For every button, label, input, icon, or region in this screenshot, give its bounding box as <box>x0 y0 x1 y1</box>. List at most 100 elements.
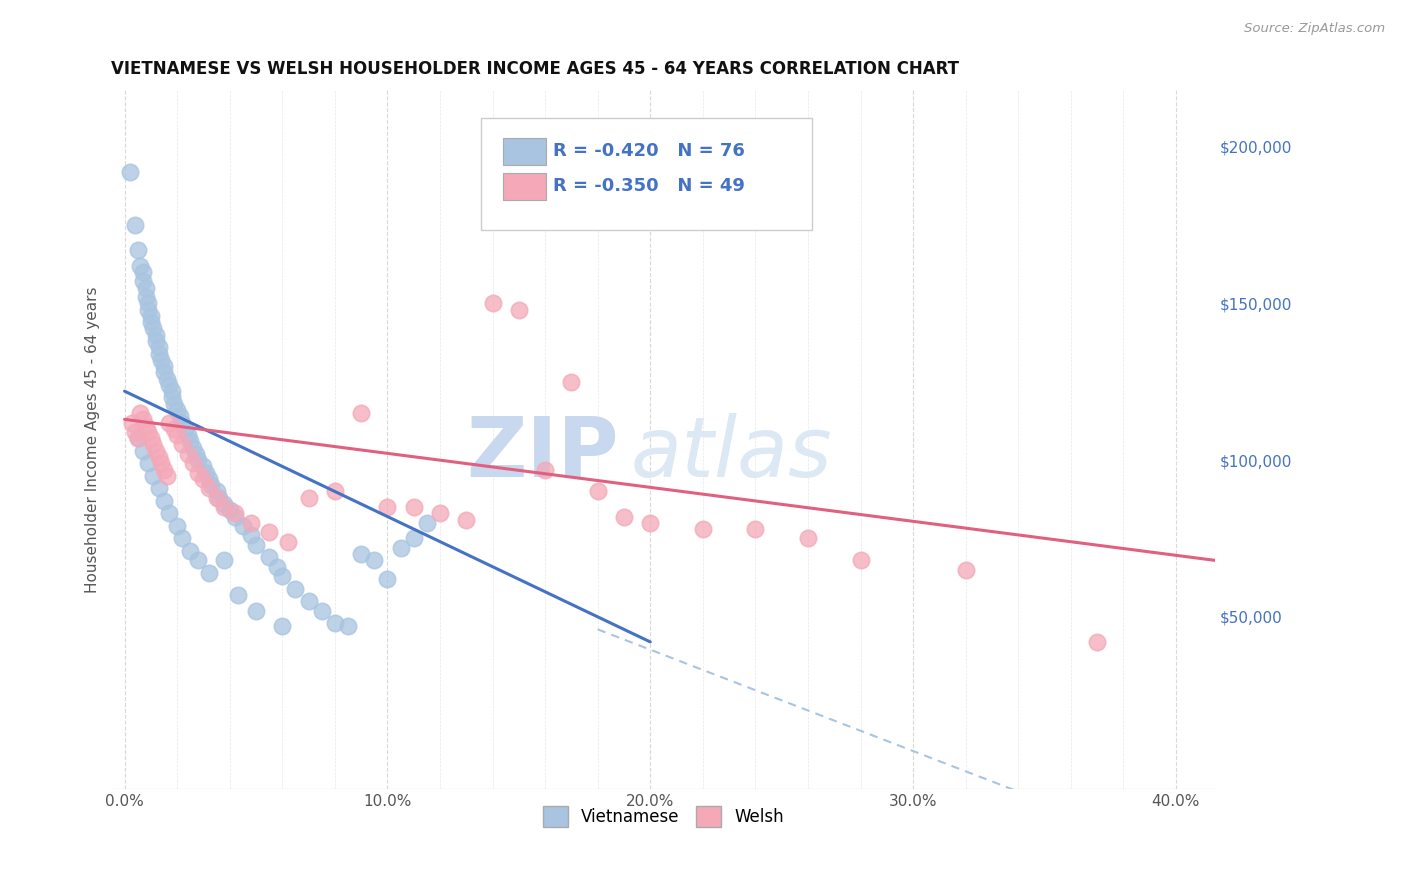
Point <box>139 315 162 329</box>
Point <box>124 425 146 439</box>
Point <box>139 309 162 323</box>
Legend: Vietnamese, Welsh: Vietnamese, Welsh <box>536 799 790 833</box>
Point <box>160 384 183 399</box>
Point <box>266 559 288 574</box>
Point <box>153 494 176 508</box>
Point <box>142 468 165 483</box>
Point <box>214 497 236 511</box>
Point <box>181 441 204 455</box>
Point <box>157 507 180 521</box>
Point <box>224 507 246 521</box>
Point <box>402 500 425 515</box>
Point <box>169 409 191 424</box>
Point <box>148 340 170 354</box>
Point <box>297 491 319 505</box>
Point <box>135 290 157 304</box>
Point <box>132 265 155 279</box>
Point <box>172 437 194 451</box>
Point <box>145 327 167 342</box>
Point <box>284 582 307 596</box>
Point <box>132 443 155 458</box>
Point <box>218 503 240 517</box>
Point <box>179 434 201 449</box>
Point <box>245 603 267 617</box>
Point <box>197 481 219 495</box>
Text: Source: ZipAtlas.com: Source: ZipAtlas.com <box>1244 22 1385 36</box>
Point <box>129 406 152 420</box>
Point <box>153 359 176 373</box>
Point <box>208 491 231 505</box>
Point <box>193 472 215 486</box>
Point <box>174 422 197 436</box>
Point <box>153 365 176 379</box>
Point <box>534 462 557 476</box>
Point <box>226 588 249 602</box>
Point <box>613 509 636 524</box>
Point <box>157 377 180 392</box>
Point <box>139 431 162 445</box>
Point <box>163 397 186 411</box>
Point <box>153 462 176 476</box>
Point <box>350 406 373 420</box>
FancyBboxPatch shape <box>503 173 547 200</box>
Point <box>172 532 194 546</box>
Point <box>205 491 228 505</box>
Point <box>118 165 141 179</box>
Point <box>638 516 661 530</box>
Point <box>955 563 977 577</box>
Point <box>135 418 157 433</box>
Point <box>142 321 165 335</box>
Point <box>129 259 152 273</box>
Point <box>150 456 173 470</box>
Point <box>311 603 333 617</box>
Point <box>176 447 198 461</box>
Point <box>136 425 159 439</box>
Point <box>456 513 478 527</box>
Point <box>166 428 188 442</box>
Point <box>245 538 267 552</box>
Point <box>692 522 714 536</box>
Point <box>132 412 155 426</box>
Point <box>184 447 207 461</box>
Point <box>200 478 222 492</box>
Point <box>166 519 188 533</box>
Point <box>1085 635 1108 649</box>
Text: R = -0.420   N = 76: R = -0.420 N = 76 <box>553 142 745 160</box>
Point <box>150 352 173 367</box>
Point <box>297 594 319 608</box>
Point <box>187 466 209 480</box>
Point <box>187 553 209 567</box>
Point <box>224 509 246 524</box>
Point <box>744 522 766 536</box>
Point <box>155 371 177 385</box>
Point <box>136 456 159 470</box>
Point <box>127 431 149 445</box>
Point <box>132 275 155 289</box>
Point <box>193 459 215 474</box>
Point <box>179 544 201 558</box>
Point <box>142 437 165 451</box>
Point <box>323 616 346 631</box>
Point <box>363 553 385 567</box>
Point <box>797 532 820 546</box>
Point <box>124 218 146 232</box>
FancyBboxPatch shape <box>503 137 547 165</box>
Text: ZIP: ZIP <box>467 413 619 494</box>
Point <box>157 416 180 430</box>
Point <box>145 334 167 348</box>
Point <box>377 572 399 586</box>
Point <box>586 484 609 499</box>
Point <box>155 468 177 483</box>
Point <box>121 416 143 430</box>
Point <box>163 422 186 436</box>
Point <box>416 516 439 530</box>
Point <box>127 431 149 445</box>
Point <box>197 566 219 580</box>
Point <box>187 453 209 467</box>
Point <box>402 532 425 546</box>
Text: R = -0.350   N = 49: R = -0.350 N = 49 <box>553 177 745 195</box>
Point <box>232 519 254 533</box>
Point <box>214 553 236 567</box>
Point <box>271 569 294 583</box>
Point <box>148 450 170 464</box>
